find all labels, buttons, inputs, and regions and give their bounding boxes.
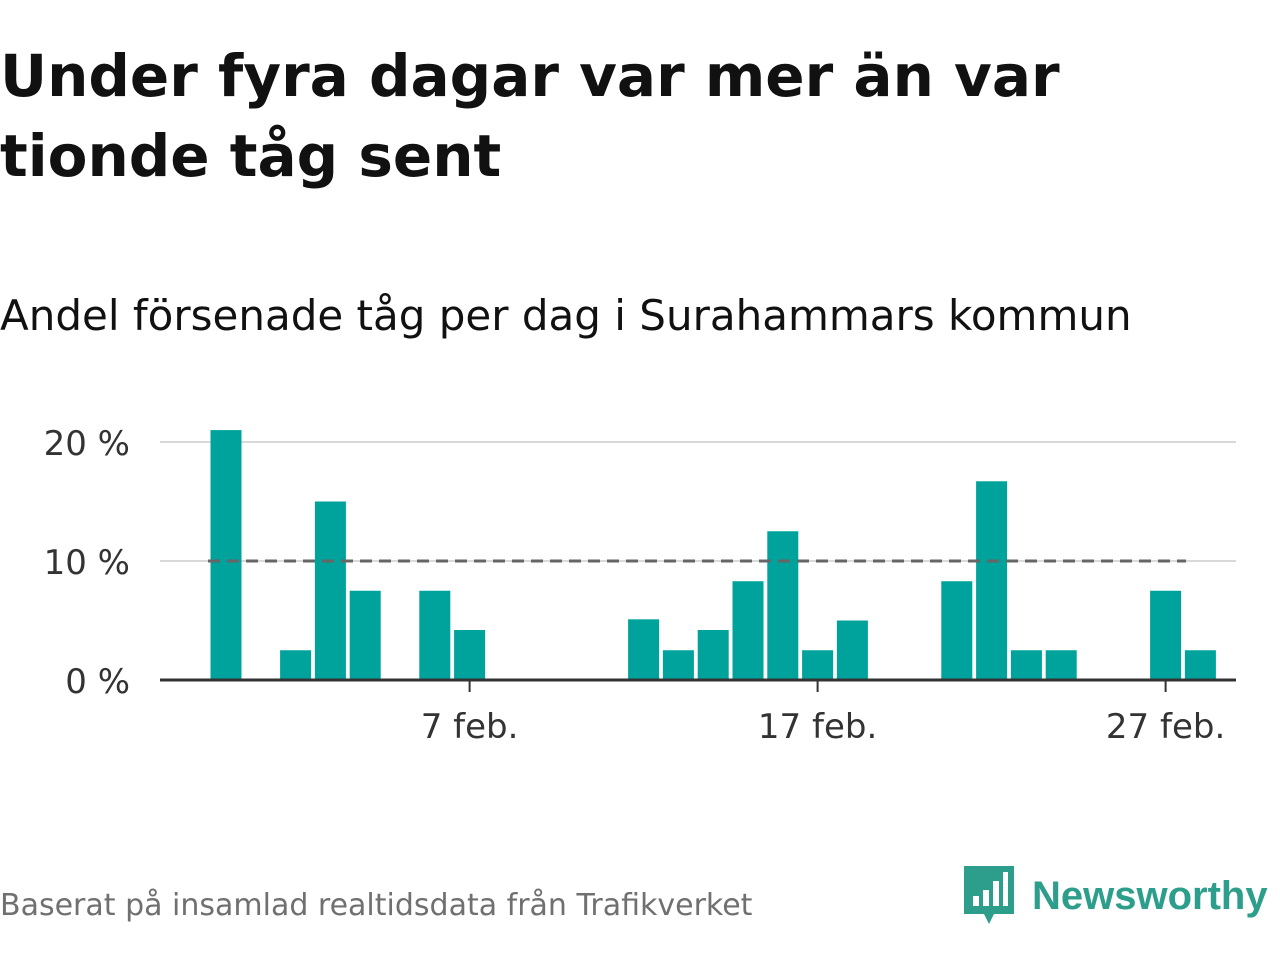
bar	[1010, 650, 1042, 680]
bar	[628, 619, 660, 680]
bar	[349, 590, 381, 680]
bar	[1045, 650, 1077, 680]
bar	[662, 650, 694, 680]
bar	[1184, 650, 1216, 680]
bar	[454, 630, 486, 680]
bar	[802, 650, 834, 680]
x-tick-label: 7 feb.	[421, 707, 519, 747]
bar	[280, 650, 312, 680]
x-tick-label: 27 feb.	[1106, 707, 1225, 747]
y-tick-label: 10 %	[44, 543, 130, 583]
brand-name: Newsworthy	[1032, 873, 1268, 918]
y-tick-label: 20 %	[44, 424, 130, 464]
bar	[697, 630, 729, 680]
bar	[836, 620, 868, 680]
bar	[767, 531, 799, 680]
y-tick-label: 0 %	[65, 662, 130, 702]
chart-subtitle: Andel försenade tåg per dag i Surahammar…	[0, 291, 1132, 340]
bar	[1150, 590, 1182, 680]
bar-series	[210, 430, 1216, 680]
x-tick-label: 17 feb.	[758, 707, 877, 747]
bar-chart: 0 % 10 % 20 % 7 feb. 17 feb. 27 feb.	[44, 424, 1236, 747]
bar	[976, 481, 1008, 680]
bar	[419, 590, 451, 680]
bar	[210, 430, 242, 680]
source-note: Baserat på insamlad realtidsdata från Tr…	[0, 888, 753, 923]
x-axis-ticks: 7 feb. 17 feb. 27 feb.	[421, 680, 1225, 747]
bar	[314, 501, 346, 680]
bar	[732, 581, 764, 680]
newsworthy-logo-icon	[964, 866, 1014, 924]
brand-logo: Newsworthy	[964, 864, 1268, 928]
chart-title: Under fyra dagar var mer än var tionde t…	[0, 42, 1060, 190]
y-axis-ticks: 0 % 10 % 20 %	[44, 424, 130, 702]
bar	[941, 581, 973, 680]
